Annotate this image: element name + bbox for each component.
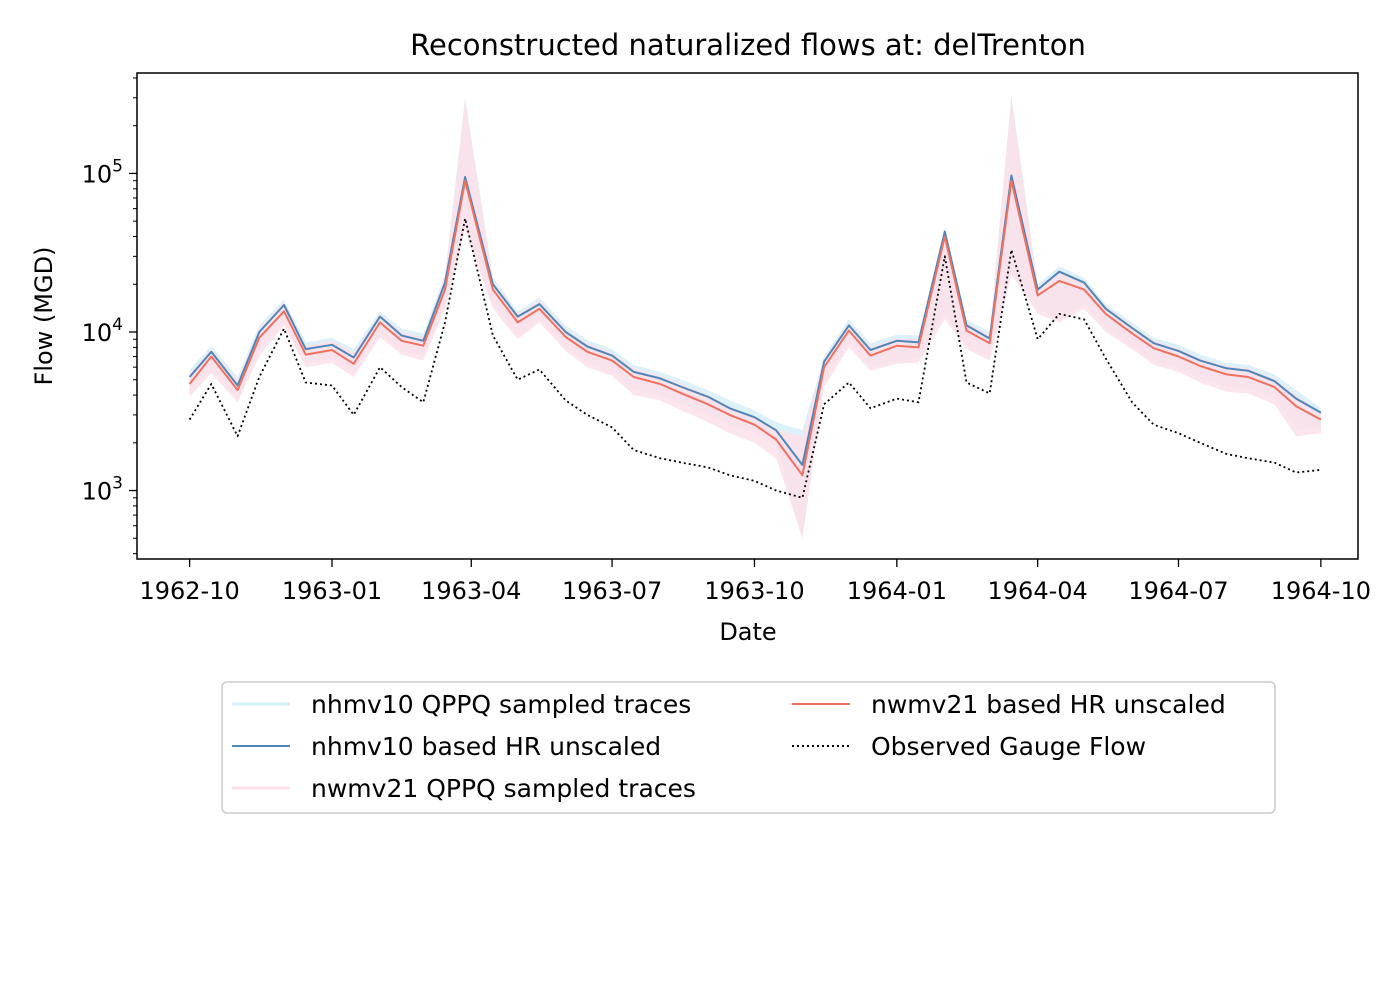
x-tick-label-4: 1963-10 bbox=[704, 577, 804, 605]
x-axis-label: Date bbox=[719, 618, 776, 646]
x-tick-label-0: 1962-10 bbox=[139, 577, 239, 605]
y-tick-label-0: 103 bbox=[82, 474, 123, 506]
chart-title: Reconstructed naturalized flows at: delT… bbox=[410, 28, 1086, 62]
x-tick-label-3: 1963-07 bbox=[562, 577, 662, 605]
legend-label-0: nhmv10 QPPQ sampled traces bbox=[311, 690, 691, 719]
plot-area bbox=[188, 95, 1322, 539]
legend: nhmv10 QPPQ sampled traces nhmv10 based H… bbox=[221, 681, 1276, 814]
x-tick-label-7: 1964-07 bbox=[1128, 577, 1228, 605]
legend-label-2: nwmv21 QPPQ sampled traces bbox=[311, 774, 696, 803]
y-axis: 103 104 105 bbox=[82, 77, 137, 555]
legend-label-4: Observed Gauge Flow bbox=[871, 732, 1146, 761]
legend-label-1: nhmv10 based HR unscaled bbox=[311, 732, 661, 761]
series-line-3 bbox=[188, 179, 1322, 477]
x-tick-label-2: 1963-04 bbox=[421, 577, 521, 605]
x-tick-label-5: 1964-01 bbox=[847, 577, 947, 605]
x-tick-label-6: 1964-04 bbox=[988, 577, 1088, 605]
y-tick-label-2: 105 bbox=[82, 156, 123, 188]
y-axis-label: Flow (MGD) bbox=[30, 247, 58, 386]
y-tick-label-1: 104 bbox=[82, 315, 123, 347]
legend-box bbox=[221, 681, 1276, 814]
x-tick-label-1: 1963-01 bbox=[282, 577, 382, 605]
series-line-4 bbox=[188, 217, 1321, 499]
series-line-1 bbox=[188, 174, 1322, 466]
x-axis: 1962-10 1963-01 1963-04 1963-07 1963-10 1964-… bbox=[139, 559, 1371, 605]
x-tick-label-8: 1964-10 bbox=[1271, 577, 1371, 605]
plot-frame bbox=[136, 72, 1359, 560]
legend-label-3: nwmv21 based HR unscaled bbox=[871, 690, 1226, 719]
